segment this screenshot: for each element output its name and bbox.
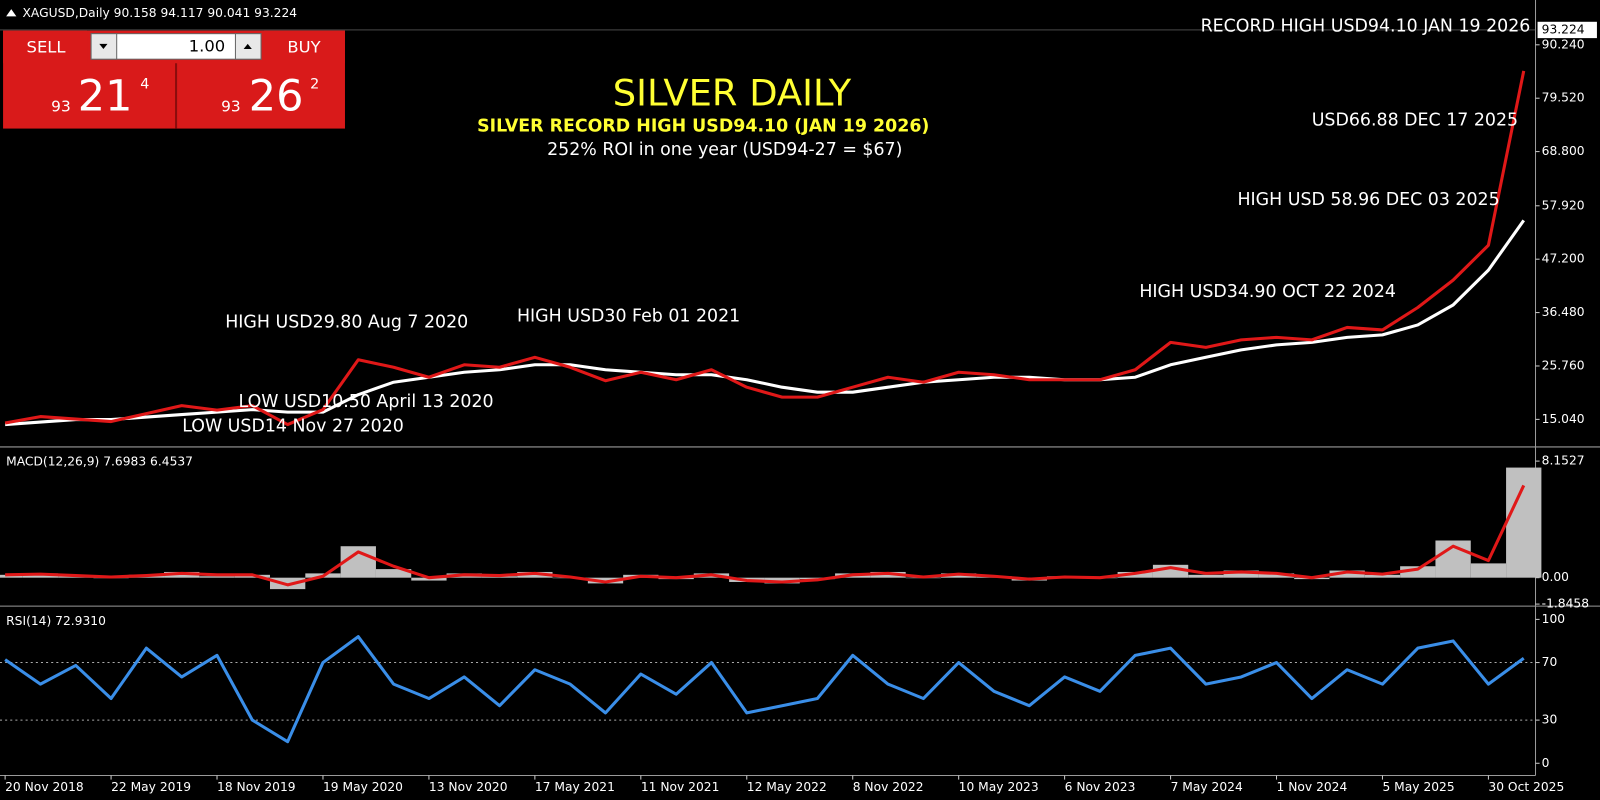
- x-tick-label: 1 Nov 2024: [1277, 780, 1348, 794]
- x-tick-label: 6 Nov 2023: [1065, 780, 1136, 794]
- x-tick-label: 20 Nov 2018: [5, 780, 84, 794]
- buy-price-sup[interactable]: 2: [310, 77, 319, 93]
- x-tick-label: 10 May 2023: [959, 780, 1039, 794]
- annotation: LOW USD10.50 April 13 2020: [239, 392, 494, 412]
- annotation: USD66.88 DEC 17 2025: [1312, 110, 1518, 130]
- buy-label[interactable]: BUY: [287, 37, 321, 56]
- buy-price-big[interactable]: 26: [249, 72, 304, 122]
- plots: 90.240 79.520 68.800 57.920 47.200 36.480 25.7…: [0, 29, 1589, 794]
- chart-note: 252% ROI in one year (USD94-27 = $67): [547, 140, 902, 160]
- chart-title: SILVER DAILY: [613, 71, 852, 114]
- sell-label[interactable]: SELL: [27, 37, 67, 56]
- annotations: RECORD HIGH USD94.10 JAN 19 2026 USD66.8…: [182, 17, 1597, 437]
- histogram-bar: [1329, 570, 1365, 578]
- annotation: LOW USD14 Nov 27 2020: [182, 417, 404, 437]
- annotation: HIGH USD 58.96 DEC 03 2025: [1237, 190, 1499, 210]
- sell-price-sup[interactable]: 4: [140, 77, 149, 93]
- x-tick-label: 11 Nov 2021: [641, 780, 720, 794]
- symbol-info: XAGUSD,Daily 90.158 94.117 90.041 93.224: [23, 6, 298, 20]
- x-tick-label: 13 Nov 2020: [429, 780, 508, 794]
- y-tick-label: 0.00: [1542, 570, 1569, 584]
- y-tick-label: 79.520: [1542, 91, 1585, 105]
- annotation: HIGH USD34.90 OCT 22 2024: [1139, 282, 1396, 302]
- trade-panel: SELL 1.00 BUY 93 21 4 93 26 2: [3, 30, 345, 129]
- series-line: [5, 484, 1526, 587]
- y-tick-label: 100: [1542, 612, 1565, 626]
- histogram-bar: [1188, 574, 1224, 578]
- current-price-box: [1537, 21, 1597, 39]
- y-tick-label: 30: [1542, 713, 1558, 727]
- histogram-bar: [199, 576, 235, 578]
- y-tick-label: 57.920: [1542, 198, 1585, 212]
- histogram-bar: [375, 569, 412, 578]
- y-tick-label: 68.800: [1542, 144, 1585, 158]
- lots-value[interactable]: 1.00: [189, 36, 225, 55]
- collapse-icon[interactable]: [6, 9, 17, 17]
- histogram-bar: [1258, 573, 1295, 578]
- y-tick-label: 0: [1542, 756, 1550, 770]
- chart-subtitle: SILVER RECORD HIGH USD94.10 (JAN 19 2026…: [477, 117, 929, 137]
- histogram-bar: [1364, 574, 1401, 578]
- x-tick-label: 22 May 2019: [111, 780, 191, 794]
- x-tick-label: 8 Nov 2022: [853, 780, 924, 794]
- x-tick-label: 19 May 2020: [323, 780, 403, 794]
- x-tick-label: 17 May 2021: [535, 780, 615, 794]
- histogram-bar: [1223, 570, 1259, 578]
- x-tick-label: 12 May 2022: [747, 780, 827, 794]
- buy-price-prefix[interactable]: 93: [221, 98, 241, 116]
- series-line: [4, 70, 1526, 427]
- down-arrow: [99, 43, 108, 49]
- y-tick-label: 8.1527: [1542, 454, 1585, 468]
- sell-price-prefix[interactable]: 93: [51, 98, 71, 116]
- buy-button[interactable]: [264, 30, 345, 64]
- x-tick-label: 30 Oct 2025: [1488, 780, 1564, 794]
- annotation: RECORD HIGH USD94.10 JAN 19 2026: [1201, 17, 1531, 37]
- y-tick-label: -1.8458: [1542, 597, 1589, 611]
- histogram-bar: [0, 574, 23, 578]
- sell-price-big[interactable]: 21: [78, 72, 133, 122]
- y-tick-label: 47.200: [1542, 252, 1585, 266]
- y-tick-label: 90.240: [1542, 37, 1585, 51]
- y-tick-label: 70: [1542, 655, 1558, 669]
- y-tick-label: 25.760: [1542, 358, 1585, 372]
- x-tick-label: 18 Nov 2019: [217, 780, 296, 794]
- x-tick-label: 7 May 2024: [1171, 780, 1243, 794]
- macd-title: MACD(12,26,9) 7.6983 6.4537: [6, 455, 193, 469]
- y-tick-label: 15.040: [1542, 412, 1585, 426]
- series-line: [4, 635, 1525, 744]
- histogram-bar: [1506, 467, 1542, 578]
- annotation: HIGH USD29.80 Aug 7 2020: [225, 312, 468, 332]
- current-price-label: 93.224: [1542, 22, 1585, 36]
- up-arrow: [243, 43, 252, 49]
- rsi-title: RSI(14) 72.9310: [6, 614, 106, 628]
- histogram-bar: [1400, 566, 1436, 578]
- x-tick-label: 5 May 2025: [1382, 780, 1454, 794]
- y-tick-label: 36.480: [1542, 305, 1585, 319]
- annotation: HIGH USD30 Feb 01 2021: [517, 306, 740, 326]
- sell-button[interactable]: [3, 30, 88, 64]
- histogram-bar: [1470, 563, 1507, 578]
